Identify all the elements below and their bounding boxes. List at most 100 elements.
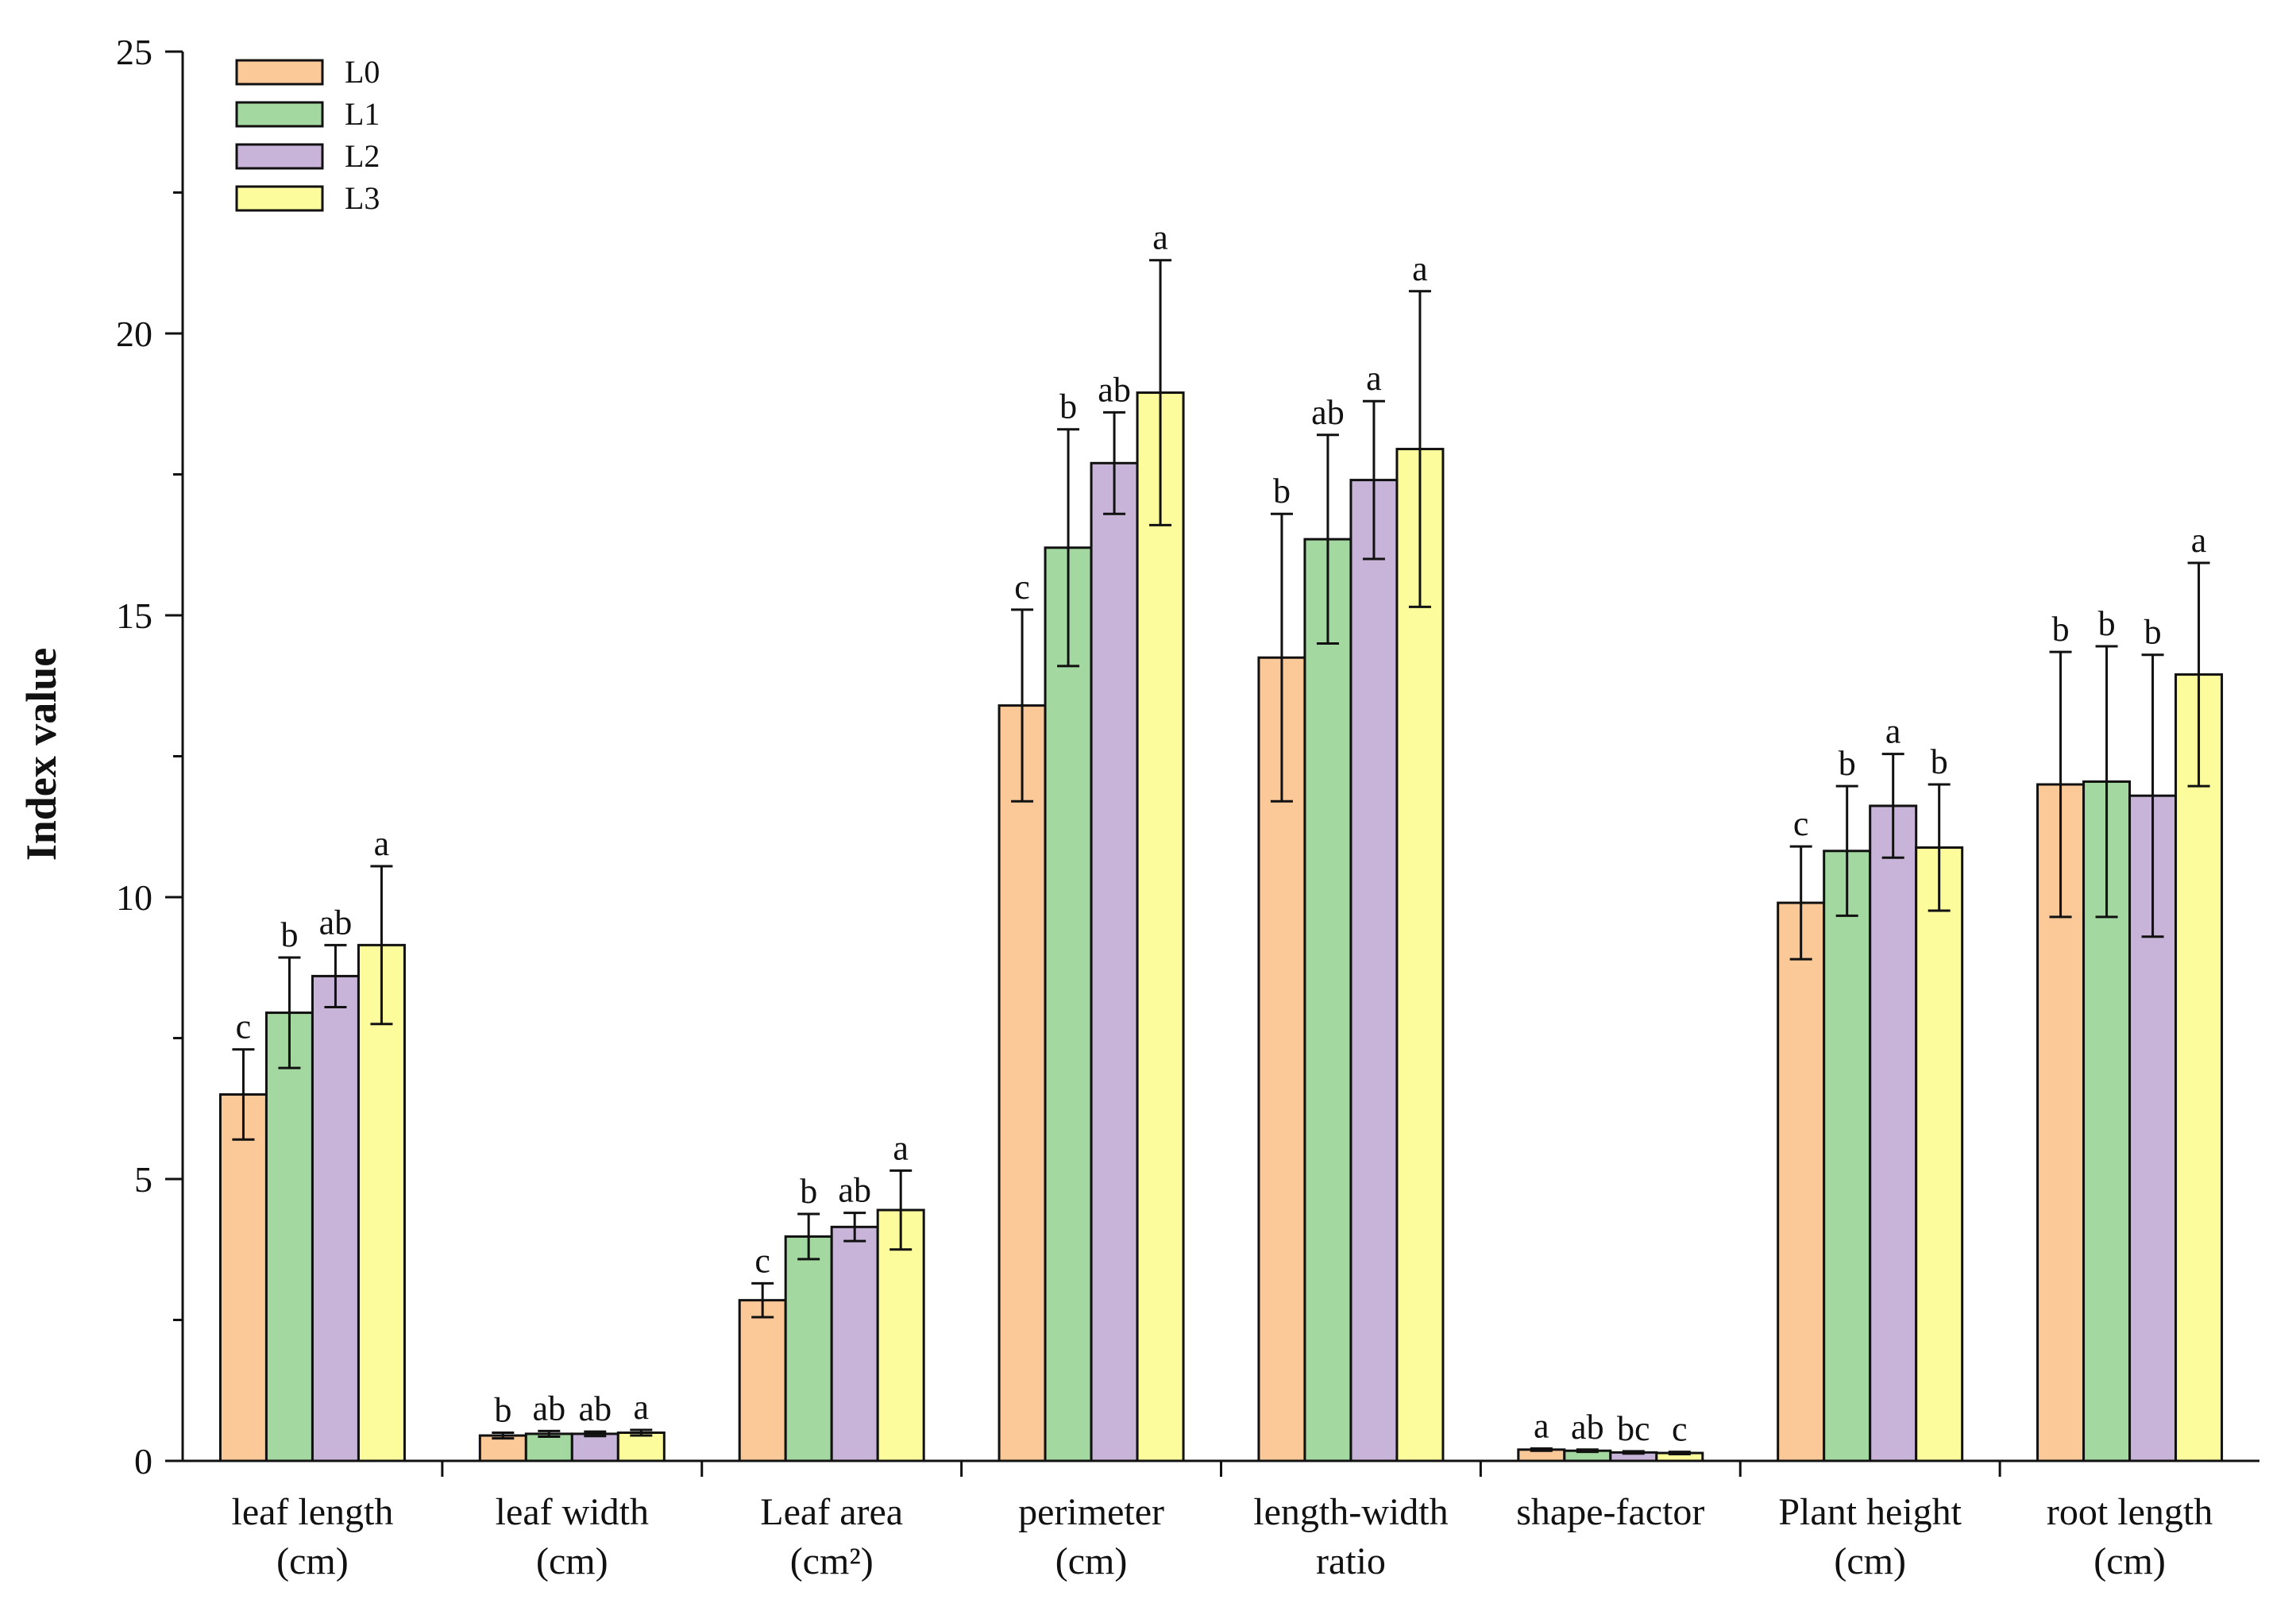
y-tick-label: 5 [134, 1159, 152, 1200]
x-category-label: (cm) [1834, 1540, 1906, 1582]
significance-label: a [1366, 359, 1382, 398]
significance-label: ab [579, 1389, 612, 1428]
significance-label: a [374, 824, 390, 863]
bar-group: c b ab a [998, 218, 1185, 1462]
axes: 0 5 10 15 20 25 leaf length (cm) leaf width (cm) L… [116, 32, 2259, 1582]
x-category-label: perimeter [1018, 1491, 1164, 1533]
bar [876, 1208, 925, 1462]
significance-label: b [1059, 387, 1077, 426]
bar [1303, 538, 1353, 1462]
legend-swatch [235, 185, 324, 212]
bar [1349, 479, 1399, 1462]
significance-label: c [236, 1008, 252, 1046]
legend-item: L2 [235, 138, 380, 174]
significance-label: a [634, 1388, 650, 1427]
bar [1136, 391, 1185, 1462]
bar [1915, 846, 1964, 1462]
significance-label: ab [533, 1389, 566, 1428]
significance-label: b [800, 1172, 817, 1211]
legend-label: L1 [345, 96, 380, 132]
significance-label: b [2052, 610, 2070, 649]
significance-label: b [494, 1391, 511, 1430]
significance-label: c [1672, 1410, 1688, 1449]
bar [2174, 673, 2224, 1462]
significance-label: a [1412, 249, 1428, 288]
significance-label: ab [1098, 370, 1131, 409]
significance-label: a [1885, 712, 1901, 751]
x-category-label: length-width [1253, 1491, 1448, 1533]
bar [1777, 901, 1826, 1462]
significance-label: ab [1571, 1408, 1604, 1447]
bar [998, 704, 1047, 1462]
significance-label: a [1534, 1406, 1549, 1445]
x-category-label: (cm) [1055, 1540, 1128, 1582]
legend: L0 L1 L2 L3 [235, 54, 380, 216]
significance-label: a [1152, 218, 1168, 257]
bar [1090, 461, 1139, 1462]
y-axis-label: Index value [17, 648, 65, 861]
significance-label: a [2191, 521, 2207, 560]
bar [1869, 804, 1918, 1462]
significance-label: b [2144, 613, 2162, 652]
legend-item: L3 [235, 180, 380, 216]
x-category-label: root length [2047, 1491, 2213, 1533]
x-category-label: (cm) [276, 1540, 349, 1582]
bar [570, 1432, 619, 1462]
y-tick-label: 10 [116, 877, 152, 918]
significance-label: ab [1311, 393, 1345, 432]
legend-label: L0 [345, 54, 380, 90]
bar [616, 1432, 666, 1462]
legend-swatch [235, 143, 324, 170]
x-category-label: leaf width [496, 1491, 649, 1533]
legend-swatch [235, 101, 324, 128]
legend-label: L2 [345, 138, 380, 174]
bar [830, 1225, 879, 1462]
legend-label: L3 [345, 180, 380, 216]
x-category-label: Leaf area [760, 1491, 903, 1533]
significance-label: ab [319, 903, 353, 942]
x-category-label: (cm) [536, 1540, 608, 1582]
y-tick-label: 20 [116, 314, 152, 354]
significance-label: a [893, 1128, 909, 1167]
bar [357, 943, 406, 1462]
bar [1823, 850, 1872, 1462]
x-category-label: Plant height [1778, 1491, 1962, 1533]
x-category-label: (cm) [2093, 1540, 2166, 1582]
significance-label: b [2098, 604, 2116, 643]
bar-group: cb aba [738, 1128, 925, 1462]
bar [738, 1299, 787, 1462]
bar [264, 1012, 314, 1462]
x-category-label: ratio [1316, 1540, 1386, 1582]
bar-group: b b ba [2036, 521, 2224, 1462]
bar-group: b ab ab a [478, 1388, 666, 1462]
bar [524, 1432, 573, 1462]
significance-label: c [1793, 804, 1809, 843]
legend-swatch [235, 59, 324, 86]
bar-group: c b ab a [218, 824, 406, 1462]
bar [1044, 546, 1093, 1462]
significance-label: bc [1617, 1409, 1650, 1448]
bar [784, 1235, 833, 1462]
bar-group: a ab bc c [1517, 1406, 1704, 1462]
significance-label: c [1014, 568, 1030, 607]
x-category-label: shape-factor [1516, 1491, 1704, 1533]
significance-label: c [754, 1241, 770, 1280]
x-category-label: (cm²) [790, 1540, 874, 1582]
x-category-label: leaf length [231, 1491, 393, 1533]
bar [218, 1093, 268, 1462]
y-tick-label: 25 [116, 32, 152, 72]
legend-item: L1 [235, 96, 380, 132]
y-tick-label: 0 [134, 1441, 152, 1482]
bar [311, 974, 360, 1462]
y-tick-label: 15 [116, 595, 152, 636]
significance-label: b [1931, 742, 1948, 781]
significance-label: b [1839, 744, 1856, 783]
significance-label: ab [838, 1171, 871, 1210]
significance-label: b [1273, 472, 1291, 511]
legend-item: L0 [235, 54, 380, 90]
significance-label: b [280, 915, 298, 954]
